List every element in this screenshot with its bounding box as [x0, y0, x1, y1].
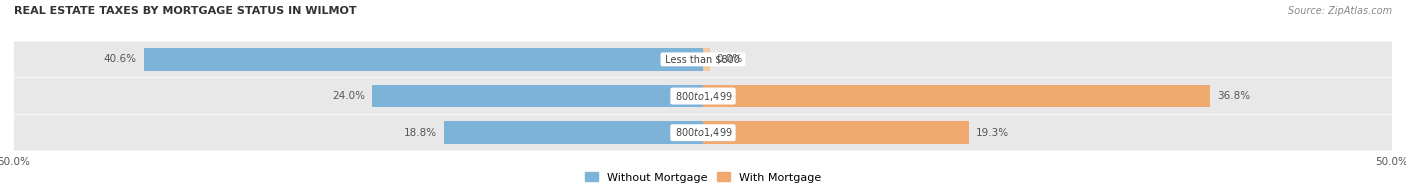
- Text: 18.8%: 18.8%: [404, 128, 437, 138]
- Text: Less than $800: Less than $800: [662, 54, 744, 64]
- Text: REAL ESTATE TAXES BY MORTGAGE STATUS IN WILMOT: REAL ESTATE TAXES BY MORTGAGE STATUS IN …: [14, 6, 357, 16]
- Text: $800 to $1,499: $800 to $1,499: [672, 90, 734, 103]
- Bar: [703, 48, 710, 71]
- FancyBboxPatch shape: [13, 115, 1393, 151]
- Text: 19.3%: 19.3%: [976, 128, 1010, 138]
- Bar: [703, 85, 1211, 107]
- Bar: [703, 121, 969, 144]
- Legend: Without Mortgage, With Mortgage: Without Mortgage, With Mortgage: [581, 168, 825, 187]
- Text: Source: ZipAtlas.com: Source: ZipAtlas.com: [1288, 6, 1392, 16]
- Bar: [143, 48, 703, 71]
- Bar: [373, 85, 703, 107]
- Bar: [444, 121, 703, 144]
- Text: $800 to $1,499: $800 to $1,499: [672, 126, 734, 139]
- Text: 40.6%: 40.6%: [104, 54, 136, 64]
- Text: 36.8%: 36.8%: [1218, 91, 1250, 101]
- Text: 24.0%: 24.0%: [332, 91, 366, 101]
- FancyBboxPatch shape: [13, 78, 1393, 114]
- Text: 0.0%: 0.0%: [717, 54, 742, 64]
- FancyBboxPatch shape: [13, 41, 1393, 77]
